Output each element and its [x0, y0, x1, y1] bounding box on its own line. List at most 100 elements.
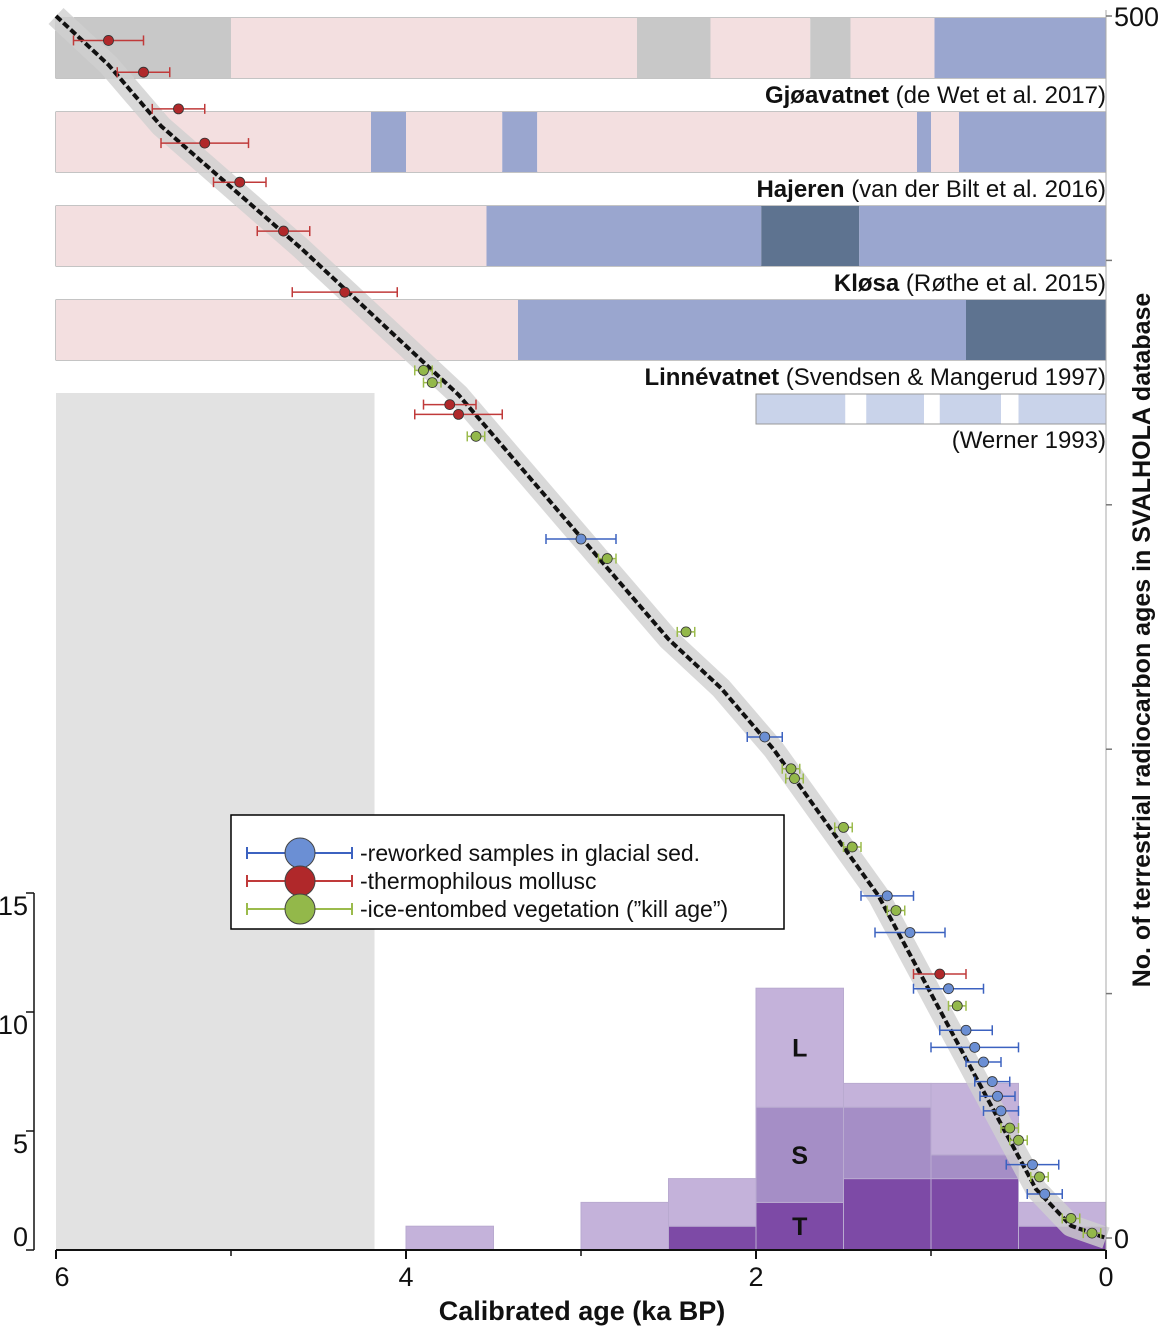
x-tick-label-0: 6: [54, 1262, 69, 1292]
record-segment-0-4: [810, 18, 851, 78]
sample-point-26: [960, 1024, 972, 1036]
y-left-tick-label-1: 10: [0, 1010, 28, 1040]
sample-point-6: [339, 286, 351, 298]
record-label-0: Gjøavatnet (de Wet et al. 2017): [765, 82, 1106, 109]
sample-point-22: [904, 927, 916, 938]
record-3: Linnévatnet (Svendsen & Mangerud 1997): [55, 299, 1107, 391]
record-segment-2-2: [761, 206, 860, 266]
hist-bar-S-5: [930, 1154, 1019, 1180]
sample-point-15: [759, 731, 771, 743]
sample-point-11: [470, 430, 482, 442]
record-segment-0-5: [850, 18, 935, 78]
sample-point-5: [278, 225, 289, 237]
hist-bar-T-2: [668, 1225, 757, 1251]
x-tick-label-1: 4: [398, 1262, 413, 1292]
sample-reworked-36: [1026, 1188, 1063, 1200]
axes-layer: 6 4 2 0 500 0 15 10 5 0: [0, 2, 1159, 1292]
sample-point-31: [995, 1105, 1007, 1117]
sample-vegetation-17: [785, 773, 804, 784]
sample-mollusc-9: [422, 399, 477, 410]
hist-bar-T-5: [930, 1178, 1019, 1251]
sample-point-0: [103, 35, 114, 46]
record-segment-4-1: [866, 394, 924, 424]
sample-vegetation-13: [597, 553, 617, 564]
sample-point-19: [846, 841, 858, 853]
sample-reworked-20: [860, 890, 915, 902]
sample-reworked-15: [746, 731, 783, 743]
hist-label-S: S: [791, 1142, 808, 1170]
record-label-2: Kløsa (Røthe et al. 2015): [834, 270, 1106, 297]
sample-vegetation-7: [414, 364, 433, 376]
sample-point-29: [986, 1076, 998, 1087]
sample-reworked-29: [974, 1076, 1011, 1087]
record-name-1: Hajeren: [756, 176, 851, 203]
record-segment-0-1: [231, 18, 637, 78]
cumulative-curve-layer: [48, 7, 1110, 1249]
sample-point-28: [978, 1056, 989, 1068]
sample-point-35: [1034, 1171, 1045, 1183]
legend-marker-reworked: [284, 837, 316, 869]
record-citation-4: (Werner 1993): [952, 427, 1106, 454]
legend-label-0: -reworked samples in glacial sed.: [360, 840, 700, 866]
record-4: (Werner 1993): [755, 393, 1107, 454]
record-segment-3-1: [518, 300, 966, 360]
record-label-4: (Werner 1993): [952, 427, 1106, 454]
sample-point-33: [1013, 1134, 1024, 1146]
record-label-1: Hajeren (van der Bilt et al. 2016): [756, 176, 1106, 203]
record-1: Hajeren (van der Bilt et al. 2016): [55, 111, 1107, 203]
sample-vegetation-16: [781, 763, 801, 775]
record-segment-1-5: [917, 112, 931, 172]
record-segment-0-3: [710, 18, 811, 78]
sample-point-37: [1065, 1213, 1077, 1224]
sample-point-17: [789, 773, 800, 784]
sample-point-10: [453, 408, 464, 420]
sample-point-14: [680, 626, 692, 638]
legend: -reworked samples in glacial sed.-thermo…: [230, 814, 785, 930]
hist-label-T: T: [792, 1213, 807, 1241]
sample-vegetation-38: [1082, 1227, 1102, 1239]
record-citation-1: (van der Bilt et al. 2016): [851, 176, 1106, 203]
record-segment-0-6: [934, 18, 1106, 78]
sample-point-25: [951, 1000, 963, 1012]
sample-vegetation-25: [947, 1000, 967, 1012]
sample-point-7: [418, 364, 429, 376]
hist-bar-L-2: [668, 1178, 757, 1227]
cumulative-curve: [54, 14, 1107, 1240]
record-segment-1-7: [959, 112, 1106, 172]
record-segment-1-3: [502, 112, 538, 172]
sample-point-4: [234, 176, 246, 188]
record-segment-1-2: [406, 112, 503, 172]
sample-point-8: [426, 377, 438, 389]
sample-vegetation-8: [422, 377, 442, 389]
record-0: Gjøavatnet (de Wet et al. 2017): [55, 17, 1107, 109]
record-segment-3-2: [966, 300, 1106, 360]
sample-point-20: [881, 890, 893, 902]
sample-mollusc-2: [151, 103, 206, 115]
record-name-3: Linnévatnet: [644, 364, 785, 391]
sample-point-1: [138, 66, 149, 78]
sample-point-38: [1086, 1227, 1098, 1239]
record-segment-3-0: [56, 300, 518, 360]
sample-point-24: [943, 983, 954, 995]
record-segment-2-3: [859, 206, 1106, 266]
sample-mollusc-23: [912, 968, 967, 980]
sample-vegetation-37: [1061, 1213, 1081, 1224]
sample-point-36: [1039, 1188, 1051, 1200]
sample-reworked-30: [979, 1090, 1016, 1102]
record-segment-1-1: [371, 112, 406, 172]
sample-mollusc-4: [212, 176, 267, 188]
y-left-tick-label-2: 5: [13, 1129, 28, 1159]
record-name-2: Kløsa: [834, 270, 906, 297]
sample-point-23: [934, 968, 946, 980]
record-2: Kløsa (Røthe et al. 2015): [55, 205, 1107, 297]
sample-mollusc-6: [291, 286, 398, 298]
sample-reworked-28: [965, 1056, 1002, 1068]
record-name-0: Gjøavatnet: [765, 82, 896, 109]
sample-point-9: [444, 399, 456, 410]
sample-reworked-27: [930, 1041, 1020, 1053]
sample-vegetation-14: [676, 626, 696, 638]
sample-point-27: [969, 1041, 981, 1053]
sample-reworked-34: [1005, 1159, 1060, 1171]
hist-label-L: L: [792, 1035, 807, 1063]
